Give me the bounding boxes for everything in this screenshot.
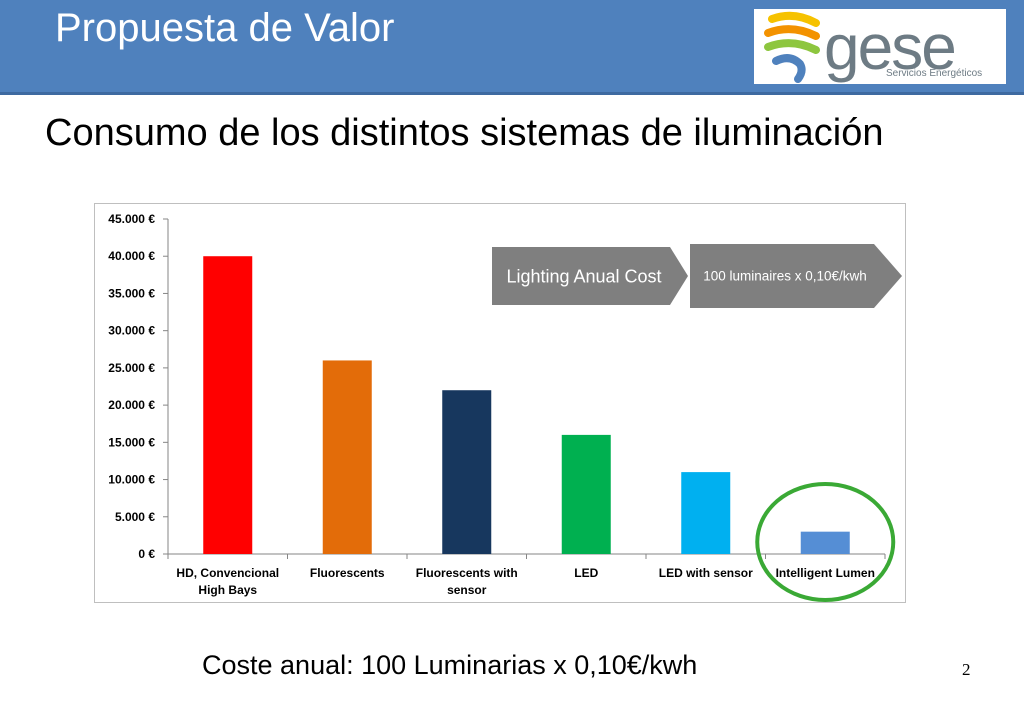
bar <box>681 472 731 554</box>
header-bar: Propuesta de Valor gese Servicios Energé… <box>0 0 1024 95</box>
bar <box>322 360 372 554</box>
bar-chart: 0 € 5.000 € 10.000 € 15.000 € 20.000 € 25.000… <box>108 212 902 602</box>
annotation-arrow <box>690 244 902 308</box>
y-tick-label: 25.000 € <box>108 361 155 375</box>
y-tick-label: 45.000 € <box>108 212 155 226</box>
y-tick-label: 35.000 € <box>108 286 155 300</box>
slide-title: Propuesta de Valor <box>55 6 395 50</box>
footer-caption: Coste anual: 100 Luminarias x 0,10€/kwh <box>202 650 698 680</box>
logo-wordmark: gese <box>824 11 955 83</box>
section-heading: Consumo de los distintos sistemas de ilu… <box>45 112 884 154</box>
x-category-label: Intelligent Lumen <box>776 566 875 580</box>
highlight-circle <box>755 482 896 602</box>
x-category-label: HD, Convencional <box>176 566 279 580</box>
logo-swoosh-yellow <box>768 11 820 27</box>
logo-swoosh-blue <box>772 54 806 83</box>
page-number: 2 <box>962 660 971 679</box>
y-tick-label: 40.000 € <box>108 249 155 263</box>
annotation-label: Lighting Anual Cost <box>506 266 661 286</box>
y-tick-label: 15.000 € <box>108 435 155 449</box>
y-tick-label: 20.000 € <box>108 398 155 412</box>
logo-tagline: Servicios Energéticos <box>886 68 982 79</box>
bar <box>800 531 850 554</box>
x-category-label: High Bays <box>198 583 257 597</box>
annotation-label: 100 luminaires x 0,10€/kwh <box>703 269 867 284</box>
x-category-label: Fluorescents with <box>416 566 518 580</box>
x-category-label: Fluorescents <box>310 566 385 580</box>
gese-logo-graphic: gese Servicios Energéticos <box>764 11 982 83</box>
x-category-label: LED with sensor <box>659 566 753 580</box>
gese-logo: gese Servicios Energéticos <box>754 9 1006 84</box>
x-category-label: LED <box>574 566 598 580</box>
bar <box>561 434 611 554</box>
chart-frame: 0 € 5.000 € 10.000 € 15.000 € 20.000 € 25.000… <box>94 203 906 603</box>
bar <box>203 256 253 554</box>
y-tick-label: 5.000 € <box>115 510 155 524</box>
bar <box>442 390 492 554</box>
logo-swoosh-orange <box>764 25 820 40</box>
y-tick-label: 30.000 € <box>108 324 155 338</box>
y-tick-label: 0 € <box>138 547 155 561</box>
x-category-label: sensor <box>447 583 487 597</box>
y-tick-label: 10.000 € <box>108 473 155 487</box>
logo-swoosh-green <box>764 39 820 54</box>
annotation-arrow <box>492 247 688 305</box>
